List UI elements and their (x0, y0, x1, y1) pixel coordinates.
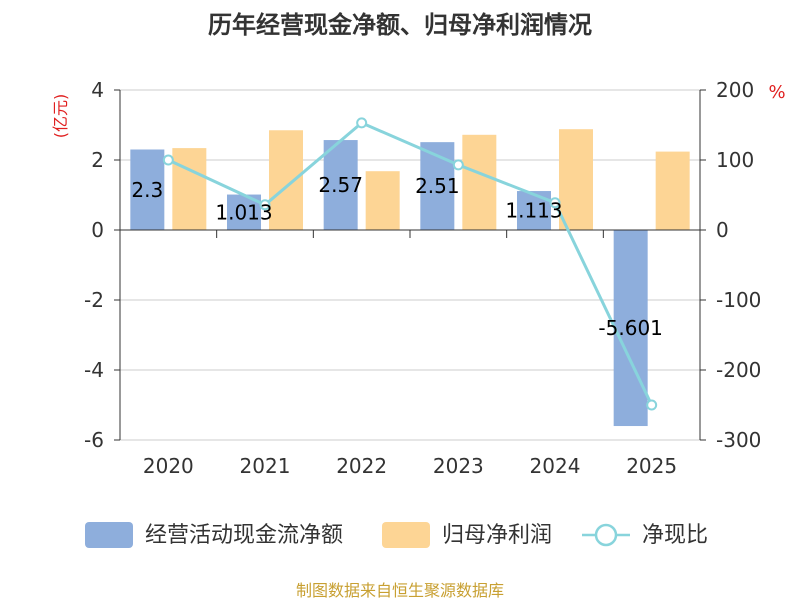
right-axis-unit: % (768, 82, 785, 103)
point-ratio (452, 159, 464, 171)
legend-swatch-cashflow (85, 522, 133, 548)
left-axis-tick-label: -4 (84, 358, 104, 382)
x-axis-tick-label: 2021 (240, 454, 291, 478)
x-axis-tick-label: 2025 (626, 454, 677, 478)
right-axis-tick-label: 100 (716, 148, 754, 172)
legend-label-ratio: 净现比 (642, 523, 708, 548)
data-label-cashflow: 2.3 (131, 178, 163, 202)
right-axis-tick-label: -300 (716, 428, 761, 452)
data-label-cashflow: 1.013 (215, 200, 272, 224)
data-label-cashflow: 2.51 (415, 174, 460, 198)
data-label-cashflow: -5.601 (598, 316, 662, 340)
left-axis-tick-label: 4 (91, 78, 104, 102)
right-axis-tick-label: 0 (716, 218, 729, 242)
right-axis-tick-label: 200 (716, 78, 754, 102)
data-labels-group: 2.3 1.013 2.57 2.51 1.113 -5.601 (131, 173, 662, 340)
left-axis-tick-label: -6 (84, 428, 104, 452)
left-axis-tick-label: 0 (91, 218, 104, 242)
bar-netprofit (365, 171, 400, 230)
x-axis-tick-label: 2020 (143, 454, 194, 478)
point-ratio (259, 199, 271, 211)
line-series-group (162, 117, 658, 411)
line-ratio (167, 121, 654, 406)
chart-title: 历年经营现金净额、归母净利润情况 (208, 11, 592, 39)
bar-netprofit (172, 148, 207, 230)
x-axis-tick-label: 2022 (336, 454, 387, 478)
bar-netprofit (655, 151, 690, 230)
legend-label-cashflow: 经营活动现金流净额 (145, 523, 343, 548)
left-axis-tick-label: 2 (91, 148, 104, 172)
data-label-cashflow: 2.57 (318, 173, 363, 197)
right-axis-tick-label: -200 (716, 358, 761, 382)
legend-swatch-netprofit (382, 522, 430, 548)
x-axis-tick-label: 2024 (530, 454, 581, 478)
bar-netprofit (269, 130, 303, 230)
right-axis-tick-label: -100 (716, 288, 761, 312)
source-note: 制图数据来自恒生聚源数据库 (296, 581, 504, 600)
left-axis-unit: (亿元) (51, 94, 70, 139)
bar-netprofit (559, 129, 593, 230)
bar-cashflow (130, 149, 165, 230)
bar-netprofit (462, 134, 497, 230)
axes-group: 4 2 0 -2 -4 -6 200 100 0 -100 -200 -300 2020 2021 2022… (84, 78, 761, 478)
point-ratio (646, 399, 658, 411)
point-ratio (356, 117, 368, 129)
legend-label-netprofit: 归母净利润 (442, 523, 552, 548)
bar-cashflow (613, 230, 648, 427)
bar-cashflow (323, 140, 358, 230)
legend-marker-ratio (594, 523, 618, 547)
point-ratio (162, 154, 174, 166)
legend: 经营活动现金流净额 归母净利润 净现比 (85, 522, 708, 548)
x-axis-tick-label: 2023 (433, 454, 484, 478)
left-axis-tick-label: -2 (84, 288, 104, 312)
bars-group (130, 129, 690, 427)
point-ratio (549, 197, 561, 209)
data-label-cashflow: 1.113 (505, 199, 562, 223)
